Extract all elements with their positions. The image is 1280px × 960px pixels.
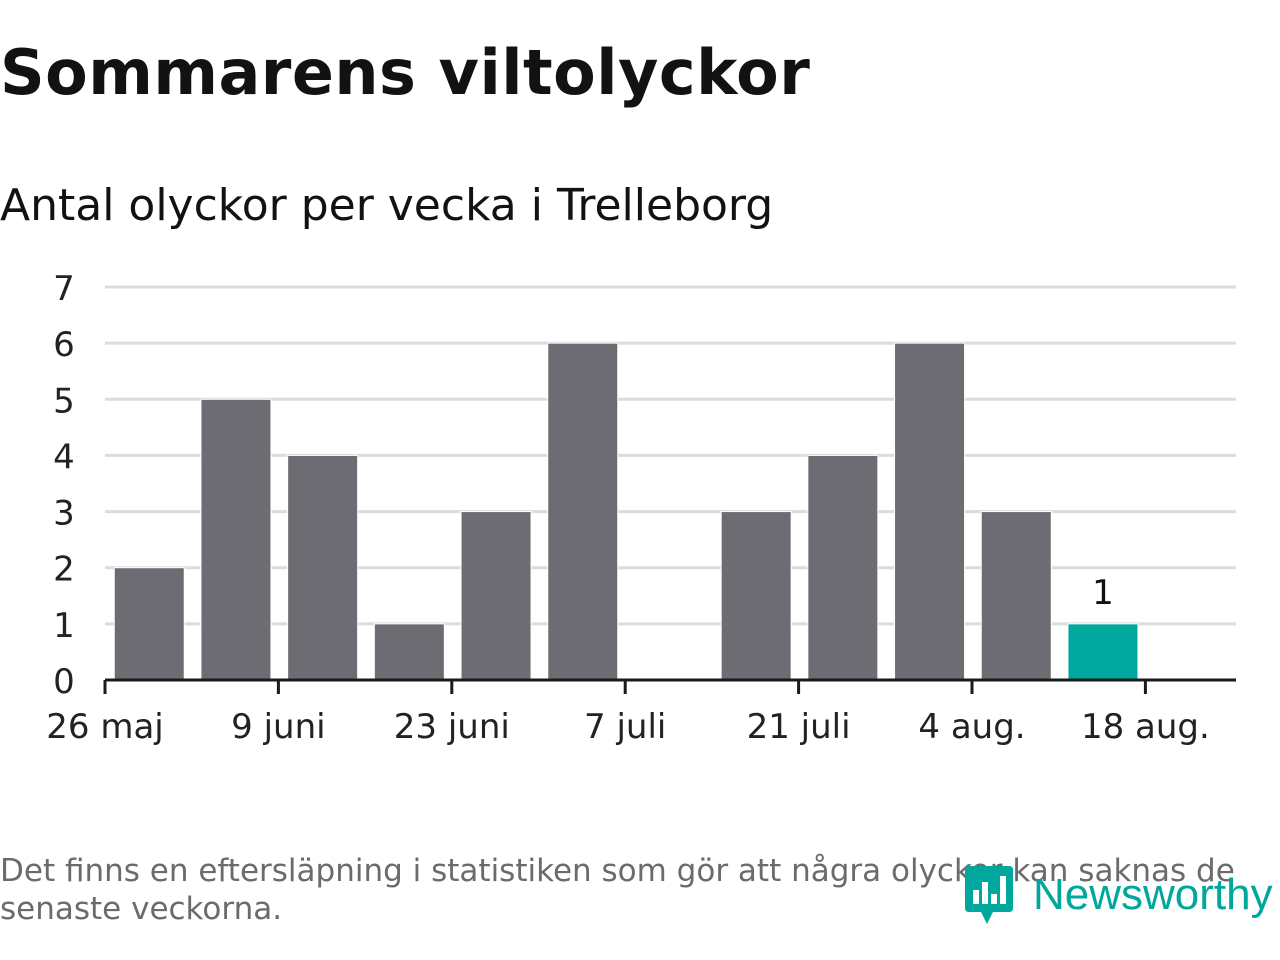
bar	[894, 342, 966, 681]
y-tick-label: 4	[53, 437, 75, 477]
x-tick-label: 21 juli	[747, 707, 851, 747]
x-tick-label: 4 aug.	[918, 707, 1025, 747]
bar	[807, 454, 879, 681]
x-tick-label: 7 juli	[584, 707, 666, 747]
data-label: 1	[1092, 573, 1114, 613]
y-tick-label: 5	[53, 381, 75, 421]
y-tick-label: 0	[53, 662, 75, 702]
newsworthy-logo-text: Newsworthy	[1033, 870, 1273, 919]
bar	[980, 511, 1052, 681]
footnote: Det finns en eftersläpning i statistiken…	[0, 853, 1235, 927]
y-tick-label: 2	[53, 550, 75, 590]
x-axis	[103, 678, 1236, 694]
bar	[547, 342, 619, 681]
x-axis-tick-labels: 26 maj 9 juni 23 juni 7 juli 21 juli 4 aug. 18…	[46, 707, 1210, 747]
x-tick-label: 18 aug.	[1081, 707, 1210, 747]
grid-lines	[105, 285, 1236, 626]
chart-title: Sommarens viltolyckor	[0, 36, 811, 109]
y-tick-label: 6	[53, 325, 75, 365]
bar	[1067, 623, 1139, 681]
bar	[113, 567, 185, 681]
y-tick-label: 3	[53, 494, 75, 534]
bars	[113, 342, 1139, 681]
y-tick-label: 7	[53, 269, 75, 309]
x-tick-label: 23 juni	[394, 707, 510, 747]
data-labels: 1	[1092, 573, 1114, 613]
chart-subtitle: Antal olyckor per vecka i Trelleborg	[0, 180, 774, 231]
bar	[200, 398, 272, 681]
y-tick-label: 1	[53, 606, 75, 646]
y-axis-tick-labels: 0 1 2 3 4 5 6 7	[53, 269, 75, 702]
bar	[460, 511, 532, 681]
bar-chart: 0 1 2 3 4 5 6 7 26 maj 9 juni 23 juni 7 juli 21 jul…	[46, 269, 1236, 747]
x-tick-label: 9 juni	[231, 707, 325, 747]
x-tick-label: 26 maj	[46, 707, 163, 747]
newsworthy-logo: Newsworthy	[963, 862, 1273, 928]
newsworthy-logo-icon	[965, 866, 1013, 924]
bar	[287, 454, 359, 681]
bar	[373, 623, 445, 681]
bar	[720, 511, 792, 681]
